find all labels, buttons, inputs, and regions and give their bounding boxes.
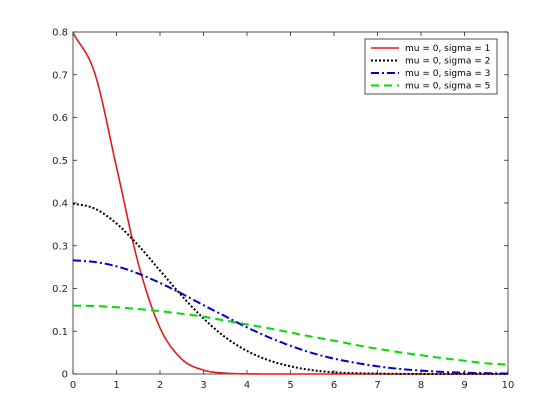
x-tick-label: 5 bbox=[287, 380, 293, 391]
x-tick-label: 8 bbox=[418, 380, 424, 391]
legend-label-1: mu = 0, sigma = 1 bbox=[405, 44, 490, 54]
x-tick-label: 9 bbox=[461, 380, 467, 391]
series-line-4 bbox=[72, 304, 509, 366]
series-line-1 bbox=[72, 32, 508, 375]
legend-label-2: mu = 0, sigma = 2 bbox=[405, 57, 490, 67]
x-tick-label: 4 bbox=[244, 380, 250, 391]
y-tick-label: 0.5 bbox=[52, 156, 68, 167]
x-tick-label: 7 bbox=[374, 380, 380, 391]
x-tick-label: 10 bbox=[502, 380, 515, 391]
y-tick-label: 0 bbox=[62, 370, 68, 381]
x-tick-label: 6 bbox=[331, 380, 337, 391]
y-tick-label: 0.1 bbox=[52, 327, 68, 338]
legend-label-3: mu = 0, sigma = 3 bbox=[405, 69, 490, 79]
x-tick-label: 2 bbox=[157, 380, 163, 391]
legend-label-4: mu = 0, sigma = 5 bbox=[405, 82, 490, 92]
y-tick-label: 0.8 bbox=[52, 28, 68, 39]
series-line-3 bbox=[72, 259, 509, 375]
y-tick-label: 0.3 bbox=[52, 241, 68, 252]
x-tick-label: 1 bbox=[113, 380, 119, 391]
y-tick-label: 0.7 bbox=[52, 70, 68, 81]
y-tick-label: 0.6 bbox=[52, 113, 68, 124]
x-tick-label: 0 bbox=[70, 380, 76, 391]
y-tick-label: 0.4 bbox=[52, 199, 68, 210]
x-tick-label: 3 bbox=[200, 380, 206, 391]
y-tick-label: 0.2 bbox=[52, 284, 68, 295]
